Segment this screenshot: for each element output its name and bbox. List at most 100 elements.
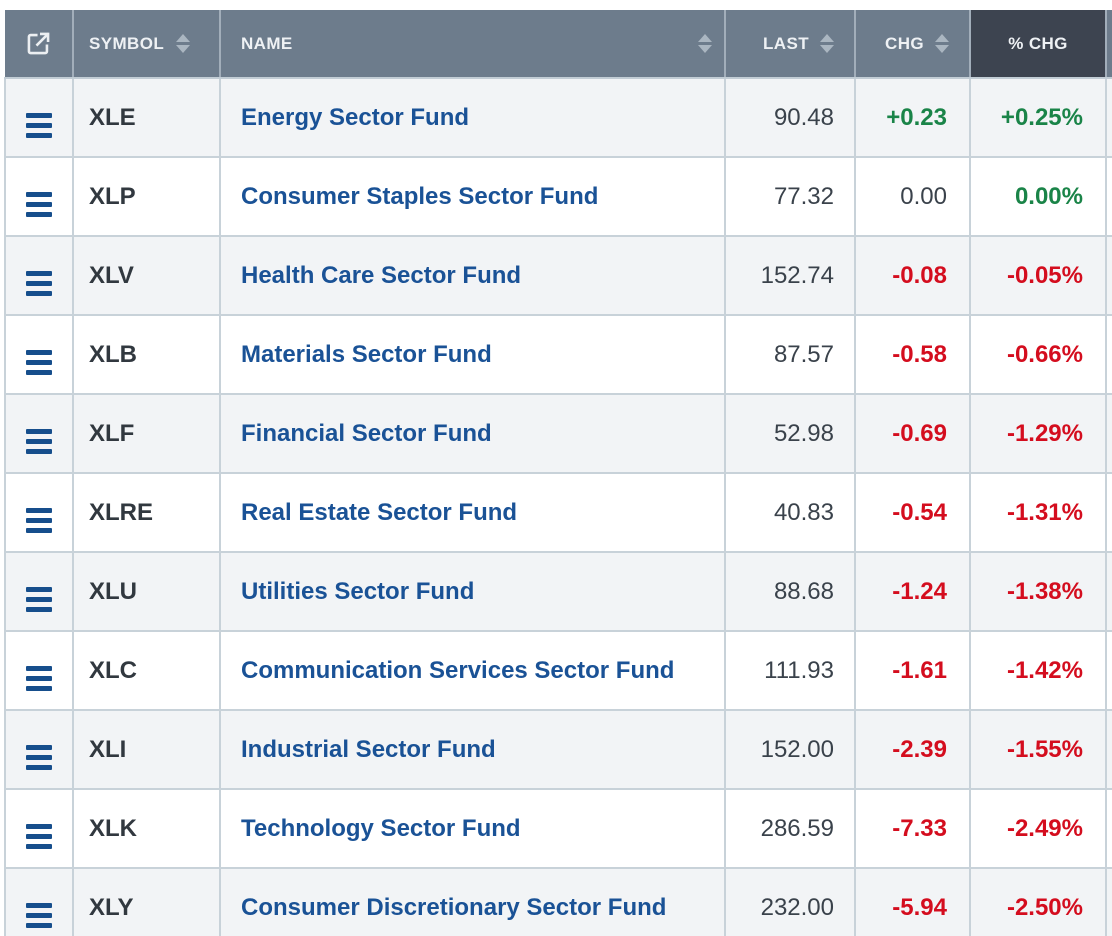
row-menu-cell bbox=[4, 630, 74, 711]
percent-change-cell: -2.49% bbox=[969, 788, 1107, 869]
next-cell-clipped bbox=[1105, 77, 1112, 158]
last-price-cell: 111.93 bbox=[724, 630, 856, 711]
symbol-cell: XLV bbox=[72, 235, 221, 316]
name-cell: Health Care Sector Fund bbox=[219, 235, 726, 316]
header-name[interactable]: NAME bbox=[220, 10, 726, 79]
next-cell-clipped bbox=[1105, 156, 1112, 237]
last-price-cell: 90.48 bbox=[724, 77, 856, 158]
hamburger-menu-icon[interactable] bbox=[26, 192, 52, 217]
fund-name-link[interactable]: Health Care Sector Fund bbox=[241, 261, 522, 289]
fund-name-link[interactable]: Technology Sector Fund bbox=[241, 814, 521, 842]
hamburger-menu-icon[interactable] bbox=[26, 508, 52, 533]
next-cell-clipped bbox=[1105, 551, 1112, 632]
percent-change-cell: 0.00% bbox=[969, 156, 1107, 237]
row-menu-cell bbox=[4, 788, 74, 869]
change-cell: -1.24 bbox=[854, 551, 971, 632]
header-menu-column[interactable] bbox=[5, 10, 74, 79]
percent-change-cell: -1.29% bbox=[969, 393, 1107, 474]
last-price-cell: 87.57 bbox=[724, 314, 856, 395]
next-cell-clipped bbox=[1105, 235, 1112, 316]
table-row: XLB Materials Sector Fund 87.57 -0.58 -0… bbox=[4, 314, 1112, 395]
sort-icon[interactable] bbox=[935, 34, 949, 53]
symbol-cell: XLE bbox=[72, 77, 221, 158]
fund-name-link[interactable]: Real Estate Sector Fund bbox=[241, 498, 518, 526]
change-cell: -0.69 bbox=[854, 393, 971, 474]
table-row: XLU Utilities Sector Fund 88.68 -1.24 -1… bbox=[4, 551, 1112, 632]
symbol-cell: XLC bbox=[72, 630, 221, 711]
percent-change-cell: -1.55% bbox=[969, 709, 1107, 790]
name-cell: Materials Sector Fund bbox=[219, 314, 726, 395]
name-cell: Energy Sector Fund bbox=[219, 77, 726, 158]
last-price-cell: 40.83 bbox=[724, 472, 856, 553]
fund-name-link[interactable]: Energy Sector Fund bbox=[241, 103, 470, 131]
hamburger-menu-icon[interactable] bbox=[26, 587, 52, 612]
fund-name-link[interactable]: Materials Sector Fund bbox=[241, 340, 492, 368]
row-menu-cell bbox=[4, 867, 74, 936]
fund-name-link[interactable]: Consumer Staples Sector Fund bbox=[241, 182, 599, 210]
row-menu-cell bbox=[4, 77, 74, 158]
last-price-cell: 286.59 bbox=[724, 788, 856, 869]
symbol-cell: XLY bbox=[72, 867, 221, 936]
row-menu-cell bbox=[4, 393, 74, 474]
change-cell: -0.58 bbox=[854, 314, 971, 395]
table-row: XLK Technology Sector Fund 286.59 -7.33 … bbox=[4, 788, 1112, 869]
table-row: XLF Financial Sector Fund 52.98 -0.69 -1… bbox=[4, 393, 1112, 474]
percent-change-cell: -1.42% bbox=[969, 630, 1107, 711]
change-cell: -0.08 bbox=[854, 235, 971, 316]
last-price-cell: 88.68 bbox=[724, 551, 856, 632]
row-menu-cell bbox=[4, 235, 74, 316]
fund-name-link[interactable]: Consumer Discretionary Sector Fund bbox=[241, 893, 667, 921]
header-last-label: LAST bbox=[763, 33, 809, 53]
sort-icon[interactable] bbox=[698, 34, 712, 53]
sort-icon[interactable] bbox=[176, 34, 191, 53]
header-name-label: NAME bbox=[241, 33, 293, 53]
fund-name-link[interactable]: Utilities Sector Fund bbox=[241, 577, 475, 605]
hamburger-menu-icon[interactable] bbox=[26, 745, 52, 770]
change-cell: -5.94 bbox=[854, 867, 971, 936]
name-cell: Consumer Discretionary Sector Fund bbox=[219, 867, 726, 936]
header-row: SYMBOL NAME LAST CHG bbox=[5, 10, 1112, 79]
next-cell-clipped bbox=[1105, 630, 1112, 711]
header-pct-chg[interactable]: % CHG bbox=[970, 10, 1107, 79]
next-cell-clipped bbox=[1105, 314, 1112, 395]
table-row: XLP Consumer Staples Sector Fund 77.32 0… bbox=[4, 156, 1112, 237]
header-next-column-clipped bbox=[1106, 10, 1112, 79]
quotes-table-wrap: SYMBOL NAME LAST CHG bbox=[4, 10, 1112, 936]
change-cell: 0.00 bbox=[854, 156, 971, 237]
percent-change-cell: -0.05% bbox=[969, 235, 1107, 316]
name-cell: Real Estate Sector Fund bbox=[219, 472, 726, 553]
change-cell: -0.54 bbox=[854, 472, 971, 553]
hamburger-menu-icon[interactable] bbox=[26, 350, 52, 375]
sort-icon[interactable] bbox=[820, 34, 834, 53]
header-symbol[interactable]: SYMBOL bbox=[73, 10, 221, 79]
next-cell-clipped bbox=[1105, 709, 1112, 790]
hamburger-menu-icon[interactable] bbox=[26, 903, 52, 928]
next-cell-clipped bbox=[1105, 788, 1112, 869]
table-row: XLI Industrial Sector Fund 152.00 -2.39 … bbox=[4, 709, 1112, 790]
next-cell-clipped bbox=[1105, 867, 1112, 936]
name-cell: Consumer Staples Sector Fund bbox=[219, 156, 726, 237]
fund-name-link[interactable]: Communication Services Sector Fund bbox=[241, 656, 675, 684]
name-cell: Industrial Sector Fund bbox=[219, 709, 726, 790]
last-price-cell: 232.00 bbox=[724, 867, 856, 936]
table-row: XLY Consumer Discretionary Sector Fund 2… bbox=[4, 867, 1112, 936]
hamburger-menu-icon[interactable] bbox=[26, 113, 52, 138]
table-row: XLV Health Care Sector Fund 152.74 -0.08… bbox=[4, 235, 1112, 316]
header-chg[interactable]: CHG bbox=[855, 10, 971, 79]
change-cell: -7.33 bbox=[854, 788, 971, 869]
hamburger-menu-icon[interactable] bbox=[26, 429, 52, 454]
row-menu-cell bbox=[4, 551, 74, 632]
header-last[interactable]: LAST bbox=[725, 10, 856, 79]
external-link-icon bbox=[27, 32, 50, 55]
name-cell: Technology Sector Fund bbox=[219, 788, 726, 869]
header-pct-chg-label: % CHG bbox=[1008, 33, 1068, 53]
fund-name-link[interactable]: Financial Sector Fund bbox=[241, 419, 492, 447]
fund-name-link[interactable]: Industrial Sector Fund bbox=[241, 735, 496, 763]
hamburger-menu-icon[interactable] bbox=[26, 666, 52, 691]
hamburger-menu-icon[interactable] bbox=[26, 271, 52, 296]
sector-funds-table: SYMBOL NAME LAST CHG bbox=[4, 10, 1112, 936]
hamburger-menu-icon[interactable] bbox=[26, 824, 52, 849]
symbol-cell: XLF bbox=[72, 393, 221, 474]
row-menu-cell bbox=[4, 472, 74, 553]
symbol-cell: XLU bbox=[72, 551, 221, 632]
